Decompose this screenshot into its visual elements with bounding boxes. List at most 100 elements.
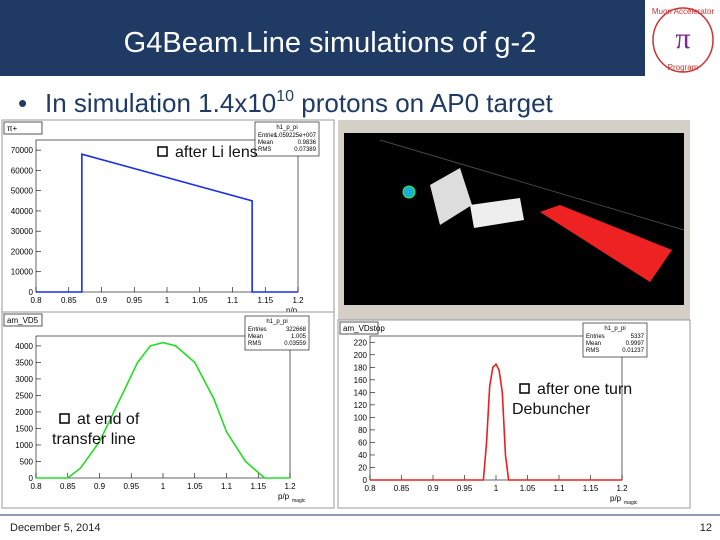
x-tick-label: 0.85 [394, 484, 410, 493]
stats-key: Entries [248, 327, 267, 333]
y-tick-label: 20 [358, 463, 367, 472]
x-tick-label: 1.05 [192, 296, 208, 305]
bullet-dot: • [18, 88, 27, 118]
y-tick-label: 1500 [15, 424, 33, 433]
x-axis-label: p/p [610, 494, 622, 503]
x-axis-label: p/p [278, 492, 290, 501]
x-tick-label: 1.05 [187, 482, 203, 491]
histogram-panel: π+ 0 10000 20000 30000 40000 50000 60000 70000 0.… [1, 119, 335, 318]
view-line [379, 139, 685, 231]
target [402, 185, 416, 199]
x-tick-label: 1.15 [583, 484, 599, 493]
x-tick-label: 1 [161, 482, 166, 491]
bullet-rest: protons on AP0 target [294, 88, 554, 118]
x-tick-label: 1.1 [553, 484, 565, 493]
stats-key: RMS [586, 348, 599, 354]
stats-value: 1.005 [291, 334, 307, 340]
y-tick-label: 3500 [15, 358, 33, 367]
y-tick-label: 140 [354, 388, 368, 397]
y-tick-label: 0 [29, 288, 34, 297]
stats-value: 5337 [631, 334, 645, 340]
y-tick-label: 1000 [15, 441, 33, 450]
panel-name: π+ [7, 124, 18, 133]
y-tick-label: 10000 [11, 268, 34, 277]
stats-box [582, 322, 648, 358]
x-tick-label: 1.2 [284, 482, 296, 491]
y-tick-label: 30000 [11, 227, 34, 236]
annotation: Debuncher [512, 401, 591, 418]
x-tick-label: 1 [165, 296, 170, 305]
y-tick-label: 50000 [11, 187, 34, 196]
y-tick-label: 2500 [15, 391, 33, 400]
y-tick-label: 4000 [15, 342, 33, 351]
y-tick-label: 0 [363, 476, 368, 485]
x-tick-label: 0.9 [427, 484, 439, 493]
geometry-view [338, 120, 690, 320]
annotation: after one turn [537, 381, 632, 398]
x-tick-label: 0.9 [96, 296, 108, 305]
annotation: after Li lens [175, 144, 258, 161]
panel-name: am_VD5 [7, 316, 39, 325]
magnet [540, 205, 672, 282]
y-tick-label: 70000 [11, 146, 34, 155]
footer-date: December 5, 2014 [10, 522, 101, 534]
histogram-line [36, 153, 298, 293]
footer-page: 12 [700, 522, 712, 534]
y-tick-label: 2000 [15, 408, 33, 417]
panel-name-box [3, 313, 43, 327]
y-tick-label: 60000 [11, 166, 34, 175]
stats-value: 0.03559 [284, 341, 306, 347]
y-tick-label: 0 [29, 474, 34, 483]
logo-ring [652, 7, 714, 73]
x-tick-label: 0.8 [30, 482, 42, 491]
annotation-bullet [157, 146, 168, 157]
x-tick-label: 1.05 [520, 484, 536, 493]
stats-value: 0.9836 [298, 140, 317, 146]
bullet-main: In simulation 1.4x10 [45, 88, 276, 118]
bullet-text: In simulation 1.4x1010 protons on AP0 ta… [45, 88, 554, 118]
stats-value: 1.059225e+007 [274, 133, 317, 139]
y-tick-label: 120 [354, 401, 368, 410]
y-tick-label: 60 [358, 438, 367, 447]
x-tick-label: 1.2 [616, 484, 628, 493]
stats-title: h1_p_pi [276, 125, 297, 131]
stats-value: 0.9997 [626, 341, 645, 347]
tube [470, 198, 524, 228]
stats-key: Mean [586, 341, 601, 347]
histogram-line [370, 362, 622, 481]
logo-text: Program [668, 63, 699, 72]
logo-text: Muon Accelerator [652, 7, 715, 16]
stats-value: 322668 [286, 327, 307, 333]
y-tick-label: 20000 [11, 247, 34, 256]
y-tick-label: 100 [354, 413, 368, 422]
x-tick-label: 1.1 [227, 296, 239, 305]
annotation-bullet [59, 413, 70, 424]
y-tick-label: 80 [358, 426, 367, 435]
stats-box [254, 121, 320, 157]
stats-title: h1_p_pi [604, 326, 625, 332]
stats-key: Mean [248, 334, 263, 340]
panel-name-box [3, 121, 43, 135]
header-title: G4Beam.Line simulations of g-2 [124, 27, 537, 59]
y-tick-label: 500 [20, 457, 34, 466]
panel-name: am_VDstop [343, 324, 385, 333]
y-tick-label: 40 [358, 451, 367, 460]
y-tick-label: 180 [354, 363, 368, 372]
x-tick-label: 0.85 [61, 296, 77, 305]
x-tick-label: 0.8 [364, 484, 376, 493]
histogram-line [36, 341, 290, 479]
y-tick-label: 40000 [11, 207, 34, 216]
x-axis-label-sub: magic [624, 500, 638, 506]
annotation: at end of [77, 411, 140, 428]
histogram-panel: am_VDstop 0 20 40 60 80 100 120 140 160 180 200 220 0… [337, 319, 691, 509]
stats-box [244, 315, 310, 351]
y-tick-label: 200 [354, 351, 368, 360]
stats-key: RMS [248, 341, 261, 347]
x-tick-label: 0.95 [123, 482, 139, 491]
x-tick-label: 0.9 [94, 482, 106, 491]
x-tick-label: 0.95 [126, 296, 142, 305]
header-bar [0, 0, 645, 76]
histogram-panel: am_VD5 0 500 1000 1500 2000 2500 3000 3500 4000 0.… [1, 311, 335, 509]
lens [430, 168, 472, 225]
